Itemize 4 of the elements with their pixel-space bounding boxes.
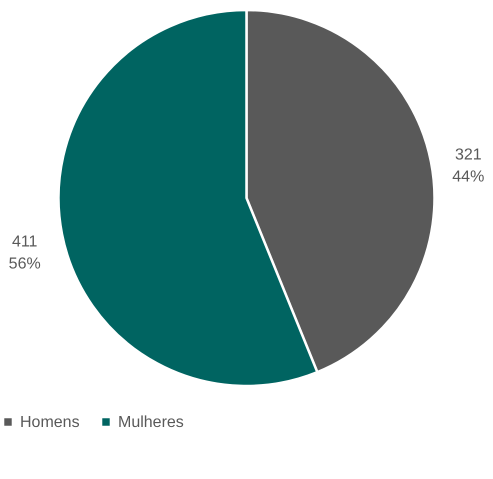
legend-label: Homens — [20, 414, 80, 431]
data-label: 321 44% — [452, 146, 484, 186]
data-label: 411 56% — [8, 233, 41, 272]
legend-label: Mulheres — [118, 414, 184, 431]
